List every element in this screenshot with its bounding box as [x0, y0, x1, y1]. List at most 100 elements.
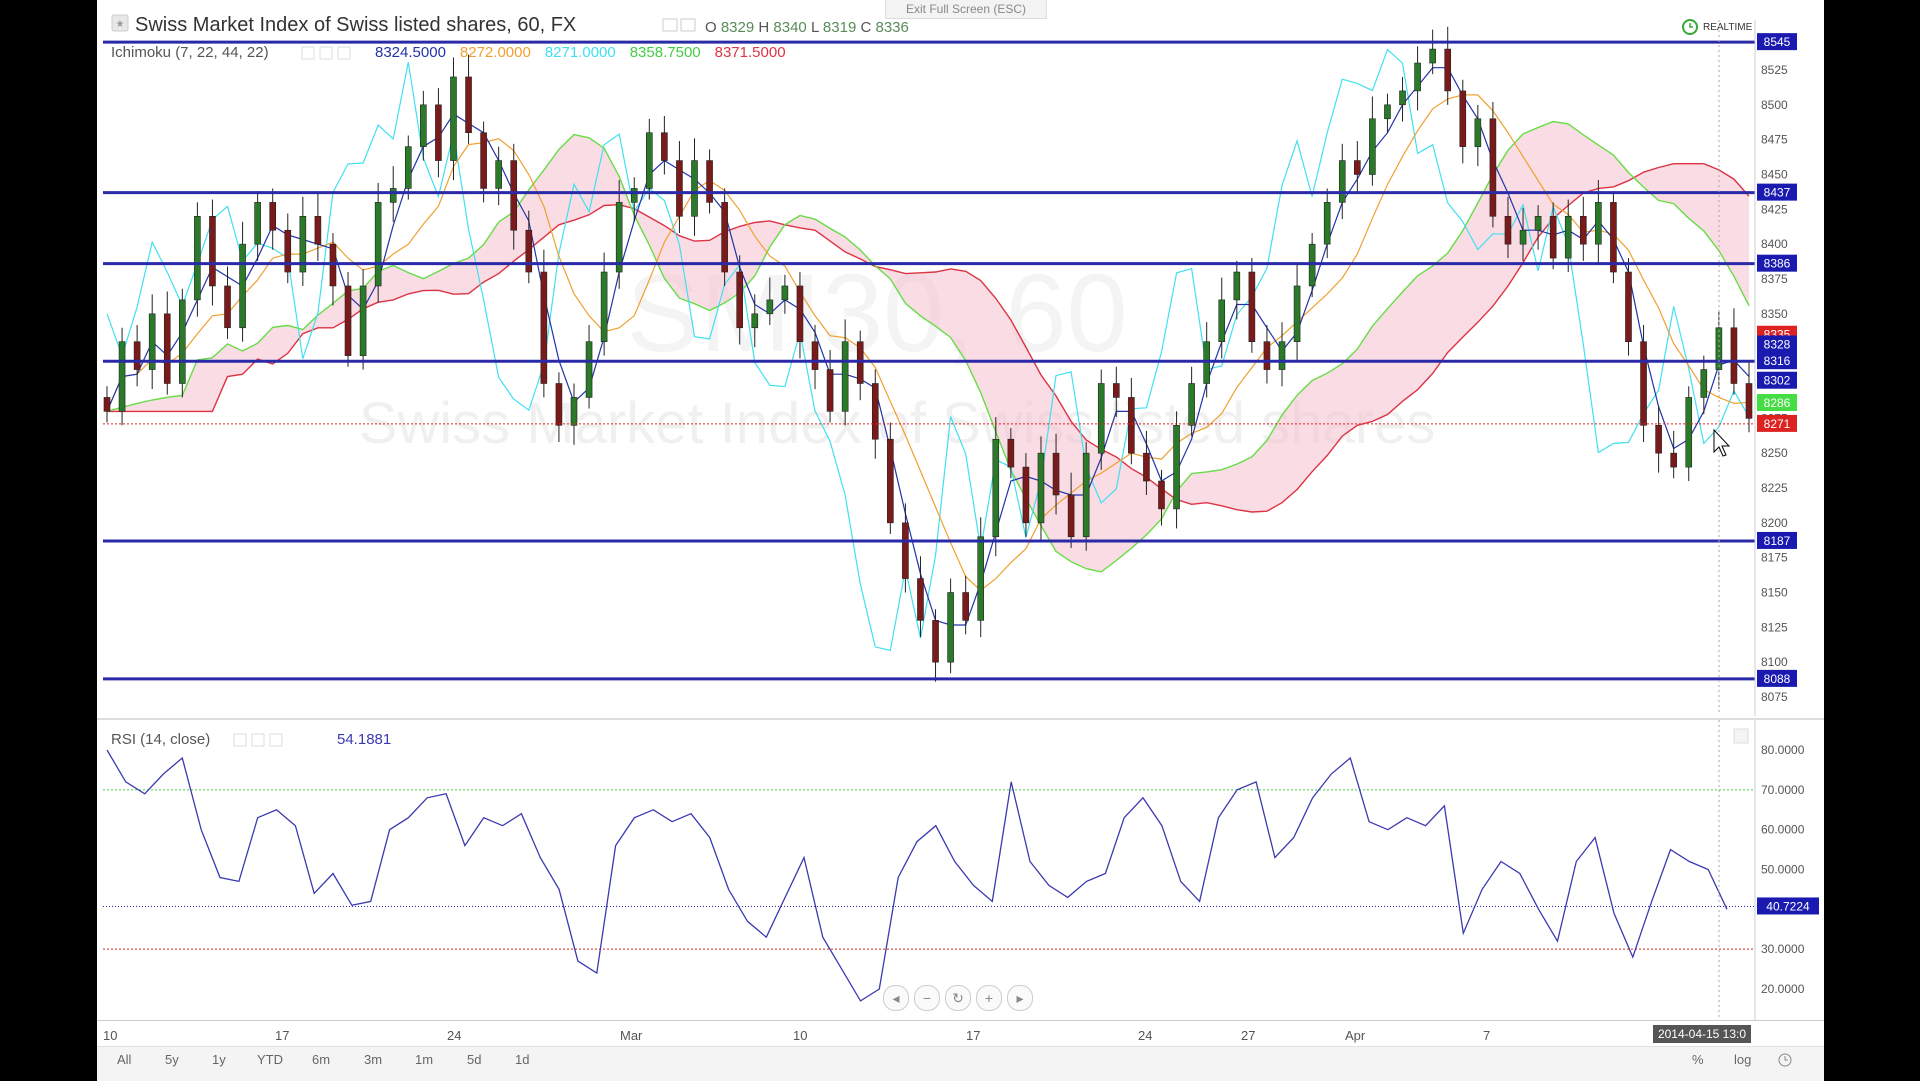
- ichimoku-label: Ichimoku (7, 22, 44, 22): [111, 44, 269, 61]
- price-tick-label: 8175: [1761, 551, 1788, 565]
- reset-button[interactable]: ↻: [945, 985, 971, 1011]
- zoom-in-button[interactable]: +: [976, 985, 1002, 1011]
- candle-body: [1338, 160, 1346, 203]
- candle-body: [555, 383, 563, 426]
- candle-body: [766, 299, 774, 315]
- candle-body: [1263, 341, 1271, 370]
- mouse-cursor-icon: [1713, 428, 1731, 457]
- price-tick-label: 8450: [1761, 168, 1788, 182]
- scroll-left-button[interactable]: ◂: [883, 985, 909, 1011]
- pane-divider[interactable]: [97, 718, 1824, 720]
- title-settings-icons[interactable]: [662, 17, 698, 38]
- candle-body: [435, 104, 442, 161]
- candle-body: [932, 620, 939, 663]
- candle-body: [480, 132, 487, 189]
- ohlc-readout: O 8329 H 8340 L 8319 C 8336: [705, 19, 909, 36]
- price-box-bg: [1757, 371, 1797, 389]
- time-label: 27: [1241, 1028, 1256, 1043]
- candle-body: [133, 341, 141, 370]
- price-tick-label: 8225: [1761, 481, 1788, 495]
- candle-body: [585, 341, 593, 398]
- log-toggle[interactable]: log: [1734, 1052, 1752, 1067]
- range-button-1y[interactable]: 1y: [212, 1052, 226, 1067]
- candle-body: [1052, 452, 1060, 496]
- price-box-bg: [1757, 254, 1797, 272]
- candle-body: [796, 285, 804, 343]
- candle-body: [465, 76, 472, 134]
- candle-body: [344, 285, 352, 356]
- price-box-bg: [1757, 335, 1797, 353]
- price-box-label: 8286: [1764, 396, 1791, 410]
- time-label: Apr: [1345, 1028, 1366, 1043]
- range-button-6m[interactable]: 6m: [312, 1052, 331, 1067]
- candle-body: [1504, 216, 1512, 245]
- range-button-1m[interactable]: 1m: [415, 1052, 434, 1067]
- timezone-clock-icon[interactable]: [1777, 1052, 1793, 1073]
- candle-body: [420, 104, 427, 147]
- candle-body: [1655, 424, 1662, 454]
- candle-body: [1218, 299, 1226, 342]
- price-box-8286: 8286: [1757, 394, 1797, 412]
- rsi-tick-label: 70.0000: [1761, 783, 1805, 797]
- scroll-right-button[interactable]: ▸: [1007, 985, 1033, 1011]
- candle-body: [299, 216, 307, 273]
- ichimoku-value-3: 8358.7500: [629, 44, 701, 61]
- range-button-1d[interactable]: 1d: [515, 1052, 530, 1067]
- candle-body: [841, 341, 849, 412]
- rsi-chart[interactable]: 80.000070.000060.000050.000040.000030.00…: [97, 720, 1824, 1020]
- candle-body: [1715, 327, 1723, 370]
- candle-body: [1323, 202, 1331, 245]
- price-box-label: 8187: [1764, 534, 1791, 548]
- price-box-bg: [1757, 531, 1797, 549]
- price-box-label: 8437: [1764, 186, 1791, 200]
- candle-body: [691, 160, 698, 217]
- price-box-label: 8316: [1764, 354, 1791, 368]
- price-box-label: 8271: [1764, 417, 1791, 431]
- time-label: 7: [1483, 1028, 1491, 1043]
- candle-body: [661, 132, 668, 161]
- svg-text:★: ★: [116, 19, 125, 30]
- candle-body: [1399, 90, 1406, 106]
- rsi-legend: RSI (14, close): [111, 731, 210, 748]
- candle-body: [706, 160, 713, 203]
- candle-body: [1700, 369, 1708, 398]
- price-box-label: 8545: [1764, 35, 1791, 49]
- candle-body: [871, 383, 879, 440]
- candle-body: [917, 578, 924, 621]
- candle-body: [374, 202, 382, 287]
- price-chart[interactable]: 8525850084758450842584008375835083258300…: [97, 0, 1824, 720]
- candle-body: [570, 397, 578, 426]
- exit-fullscreen-button[interactable]: Exit Full Screen (ESC): [885, 0, 1047, 19]
- candle-body: [284, 229, 292, 273]
- rsi-settings-icons[interactable]: [233, 733, 289, 752]
- price-tick-label: 8250: [1761, 446, 1788, 460]
- candle-body: [1610, 202, 1617, 273]
- maximize-pane-icon[interactable]: [1733, 728, 1749, 749]
- price-box-8437: 8437: [1757, 183, 1797, 201]
- time-cursor-label: 2014-04-15 13:0: [1653, 1025, 1751, 1043]
- percent-toggle[interactable]: %: [1692, 1052, 1704, 1067]
- price-tick-label: 8100: [1761, 655, 1788, 669]
- price-tick-label: 8150: [1761, 586, 1788, 600]
- price-box-bg: [1757, 669, 1797, 687]
- range-button-all[interactable]: All: [117, 1052, 132, 1067]
- candle-body: [254, 202, 261, 245]
- candle-body: [1188, 383, 1195, 426]
- price-tick-label: 8075: [1761, 690, 1788, 704]
- candle-body: [902, 522, 909, 579]
- price-box-8328: 8328: [1757, 335, 1797, 353]
- time-label: Mar: [620, 1028, 643, 1043]
- candle-body: [1459, 90, 1467, 147]
- range-button-ytd[interactable]: YTD: [257, 1052, 283, 1067]
- rsi-tick-label: 30.0000: [1761, 942, 1805, 956]
- time-label: 17: [275, 1028, 290, 1043]
- range-button-5y[interactable]: 5y: [165, 1052, 179, 1067]
- price-box-8386: 8386: [1757, 254, 1797, 272]
- candle-body: [1097, 383, 1105, 454]
- zoom-out-button[interactable]: −: [914, 985, 940, 1011]
- price-box-bg: [1757, 183, 1797, 201]
- candle-body: [992, 438, 1000, 538]
- range-button-3m[interactable]: 3m: [364, 1052, 383, 1067]
- range-button-5d[interactable]: 5d: [467, 1052, 482, 1067]
- indicator-settings-icons[interactable]: [301, 46, 357, 64]
